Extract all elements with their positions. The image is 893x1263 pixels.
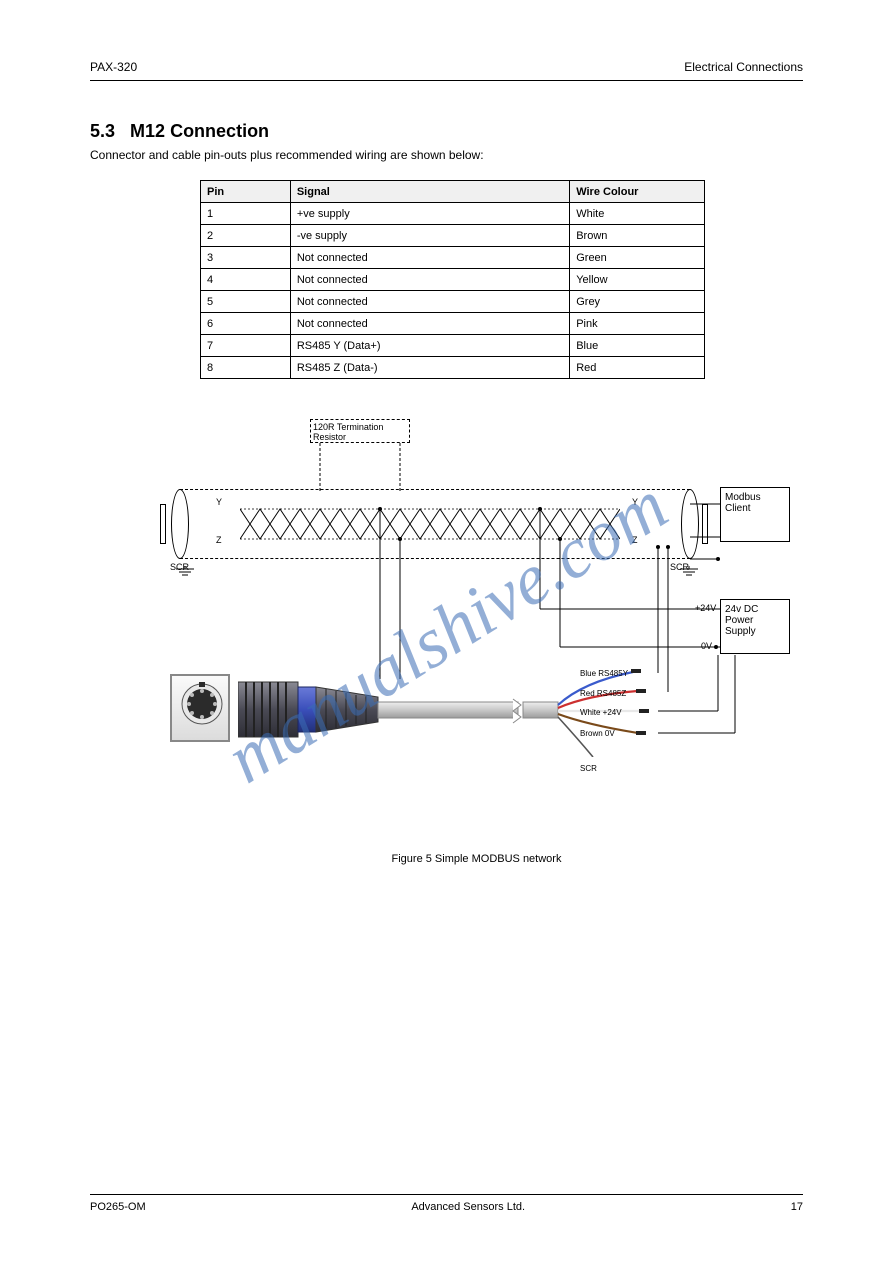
label-z-right: Z bbox=[632, 535, 638, 545]
header-chapter: Electrical Connections bbox=[684, 60, 803, 74]
section-title: 5.3 M12 Connection bbox=[90, 121, 803, 142]
table-row: 1+ve supplyWhite bbox=[201, 203, 705, 225]
table-row: 3Not connectedGreen bbox=[201, 247, 705, 269]
section-name: M12 Connection bbox=[130, 121, 269, 141]
cell-signal: Not connected bbox=[290, 313, 569, 335]
wire-label-red: Red RS485Z bbox=[580, 689, 626, 698]
footer-rule bbox=[90, 1194, 803, 1195]
cell-signal: Not connected bbox=[290, 291, 569, 313]
table-row: 6Not connectedPink bbox=[201, 313, 705, 335]
cell-pin: 2 bbox=[201, 225, 291, 247]
cell-signal: RS485 Y (Data+) bbox=[290, 335, 569, 357]
cable-end-left bbox=[171, 489, 189, 559]
twisted-pair bbox=[240, 501, 620, 547]
psu-minus-label: 0V bbox=[701, 641, 712, 651]
cell-pin: 5 bbox=[201, 291, 291, 313]
modbus-line1: Modbus bbox=[725, 492, 785, 503]
cell-pin: 7 bbox=[201, 335, 291, 357]
label-y-left: Y bbox=[216, 497, 222, 507]
footer-doc-id: PO265-OM bbox=[90, 1201, 146, 1213]
cell-signal: Not connected bbox=[290, 269, 569, 291]
table-row: 8RS485 Z (Data-)Red bbox=[201, 357, 705, 379]
cell-wire: Blue bbox=[570, 335, 705, 357]
termination-label-text: 120R Termination Resistor bbox=[313, 422, 383, 442]
power-supply-box: 24v DC Power Supply bbox=[720, 599, 790, 654]
table-row: 7RS485 Y (Data+)Blue bbox=[201, 335, 705, 357]
psu-line1: 24v DC bbox=[725, 604, 785, 615]
wiring-diagram: 120R Termination Resistor bbox=[180, 419, 780, 839]
cell-wire: Brown bbox=[570, 225, 705, 247]
cell-signal: RS485 Z (Data-) bbox=[290, 357, 569, 379]
cell-wire: Pink bbox=[570, 313, 705, 335]
cell-wire: Red bbox=[570, 357, 705, 379]
modbus-line2: Client bbox=[725, 503, 785, 514]
cell-wire: White bbox=[570, 203, 705, 225]
table-row: 2-ve supplyBrown bbox=[201, 225, 705, 247]
m12-socket-face bbox=[170, 674, 230, 742]
header-rule bbox=[90, 80, 803, 81]
modbus-client-box: Modbus Client bbox=[720, 487, 790, 542]
cell-pin: 1 bbox=[201, 203, 291, 225]
label-z-left: Z bbox=[216, 535, 222, 545]
table-header-row: Pin Signal Wire Colour bbox=[201, 181, 705, 203]
wire-label-blue: Blue RS485Y bbox=[580, 669, 628, 678]
table-row: 5Not connectedGrey bbox=[201, 291, 705, 313]
cell-wire: Green bbox=[570, 247, 705, 269]
cell-pin: 6 bbox=[201, 313, 291, 335]
cell-pin: 3 bbox=[201, 247, 291, 269]
modbus-connection-lines bbox=[690, 489, 725, 561]
col-header-signal: Signal bbox=[290, 181, 569, 203]
label-y-right: Y bbox=[632, 497, 638, 507]
footer-company: Advanced Sensors Ltd. bbox=[411, 1201, 525, 1213]
section-number: 5.3 bbox=[90, 121, 115, 141]
psu-plus-label: +24V bbox=[695, 603, 716, 613]
col-header-wire: Wire Colour bbox=[570, 181, 705, 203]
cell-pin: 4 bbox=[201, 269, 291, 291]
wire-label-white: White +24V bbox=[580, 708, 622, 717]
leader-lines bbox=[310, 443, 410, 493]
table-row: 4Not connectedYellow bbox=[201, 269, 705, 291]
col-header-pin: Pin bbox=[201, 181, 291, 203]
cell-wire: Yellow bbox=[570, 269, 705, 291]
psu-line2: Power Supply bbox=[725, 615, 785, 637]
pinout-table: Pin Signal Wire Colour 1+ve supplyWhite2… bbox=[200, 180, 705, 379]
figure-caption: Figure 5 Simple MODBUS network bbox=[150, 853, 803, 865]
header-product: PAX-320 bbox=[90, 60, 137, 74]
cell-wire: Grey bbox=[570, 291, 705, 313]
termination-resistor-left bbox=[160, 504, 166, 544]
cell-signal: +ve supply bbox=[290, 203, 569, 225]
wire-label-scr: SCR bbox=[580, 764, 597, 773]
page-footer: PO265-OM Advanced Sensors Ltd. 17 bbox=[90, 1194, 803, 1213]
footer-page-number: 17 bbox=[791, 1201, 803, 1213]
cell-signal: Not connected bbox=[290, 247, 569, 269]
termination-label-box: 120R Termination Resistor bbox=[310, 419, 410, 443]
ground-symbol-right bbox=[680, 565, 698, 577]
cell-pin: 8 bbox=[201, 357, 291, 379]
ground-symbol-left bbox=[176, 565, 194, 577]
cell-signal: -ve supply bbox=[290, 225, 569, 247]
wire-label-brown: Brown 0V bbox=[580, 729, 615, 738]
section-subtitle: Connector and cable pin-outs plus recomm… bbox=[90, 148, 803, 162]
